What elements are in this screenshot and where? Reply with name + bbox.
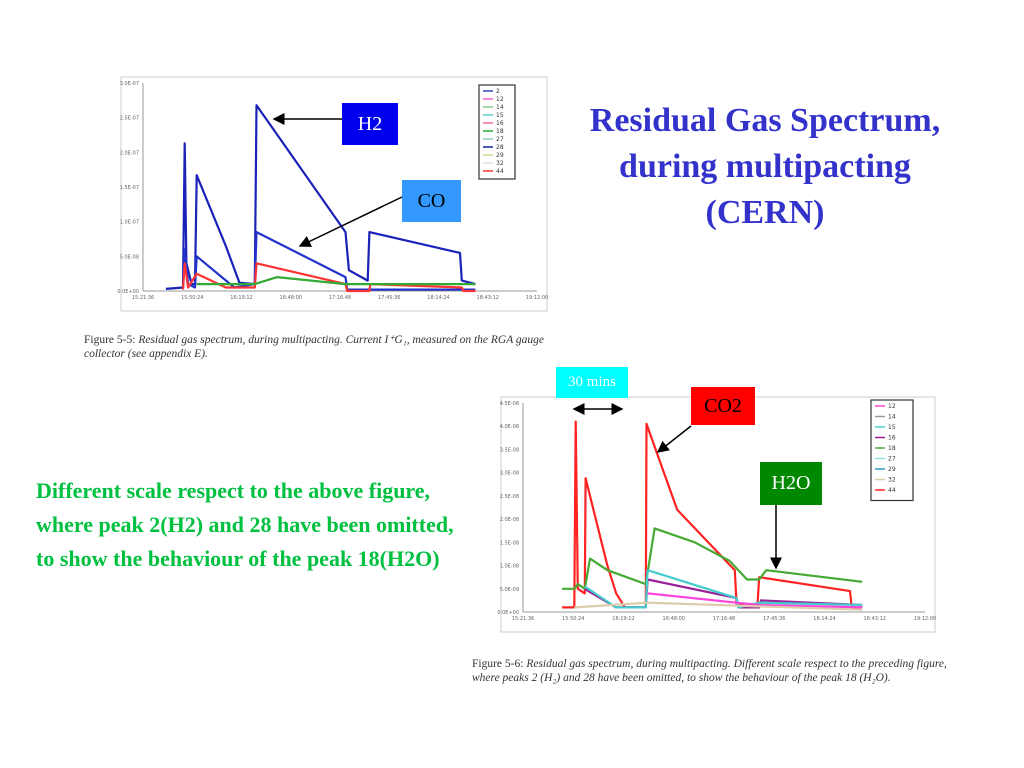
legend-label: 15	[496, 112, 504, 119]
h2o-annotation: H2O	[760, 462, 822, 505]
figure-5-5-caption: Figure 5-5: Residual gas spectrum, durin…	[84, 333, 574, 361]
x-tick-label: 19:12:00	[914, 616, 936, 622]
co2-annotation: CO2	[691, 387, 755, 425]
x-tick-label: 18:14:24	[427, 295, 449, 301]
y-tick-label: 1.0E-08	[500, 564, 519, 570]
chart-frame	[500, 396, 936, 633]
y-tick-label: 2.5E-07	[120, 116, 139, 122]
x-tick-label: 18:43:12	[477, 295, 499, 301]
legend-label: 44	[496, 168, 504, 175]
h2-annotation: H2	[342, 103, 398, 145]
x-tick-label: 15:50:24	[181, 295, 203, 301]
series-line-18	[196, 276, 476, 286]
x-tick-label: 16:48:00	[663, 616, 685, 622]
y-tick-label: 1.0E-07	[120, 220, 139, 226]
series-line-12	[647, 592, 863, 609]
caption-label: Figure 5-5:	[84, 334, 136, 346]
x-tick-label: 18:14:24	[813, 616, 835, 622]
series-line-44	[181, 262, 476, 293]
caption-text: Residual gas spectrum, during multipacti…	[84, 334, 545, 360]
caption-label: Figure 5-6:	[472, 658, 524, 670]
figure-5-6-caption: Figure 5-6: Residual gas spectrum, durin…	[472, 657, 962, 685]
y-tick-label: 2.0E-08	[500, 517, 519, 523]
legend-label: 28	[496, 144, 504, 151]
series-line-44	[562, 420, 863, 609]
y-tick-label: 1.5E-07	[120, 185, 139, 191]
legend-label: 14	[888, 414, 896, 421]
y-tick-label: 2.0E-07	[120, 150, 139, 156]
y-tick-label: 0.0E+00	[497, 610, 519, 616]
series-line-18	[562, 527, 863, 590]
y-tick-label: 3.0E-08	[500, 471, 519, 477]
legend-label: 16	[496, 120, 504, 127]
y-tick-label: 4.0E-08	[500, 424, 519, 430]
thirty-mins-annotation: 30 mins	[556, 367, 628, 398]
x-tick-label: 18:43:12	[864, 616, 886, 622]
y-tick-label: 4.5E-08	[500, 401, 519, 407]
title-line: (CERN)	[705, 194, 825, 231]
x-tick-label: 17:45:36	[763, 616, 785, 622]
x-tick-label: 15:21:36	[512, 616, 534, 622]
legend-label: 12	[496, 96, 504, 103]
x-tick-label: 19:12:00	[526, 295, 548, 301]
x-tick-label: 17:45:36	[378, 295, 400, 301]
y-tick-label: 1.5E-08	[500, 540, 519, 546]
legend-label: 14	[496, 104, 504, 111]
x-tick-label: 16:19:12	[612, 616, 634, 622]
y-tick-label: 5.0E-08	[120, 254, 139, 260]
legend-label: 27	[496, 136, 504, 143]
title-line: during multipacting	[619, 148, 911, 185]
y-tick-label: 3.0E-07	[120, 81, 139, 87]
caption-text: Residual gas spectrum, during multipacti…	[472, 658, 947, 684]
x-tick-label: 15:50:24	[562, 616, 584, 622]
legend-label: 18	[888, 445, 896, 452]
y-tick-label: 5.0E-09	[500, 587, 519, 593]
y-tick-label: 0.0E+00	[117, 289, 139, 295]
legend-label: 44	[888, 487, 896, 494]
legend-label: 32	[496, 160, 504, 167]
series-line-15	[584, 569, 863, 609]
legend-label: 12	[888, 403, 896, 410]
y-tick-label: 2.5E-08	[500, 494, 519, 500]
legend-label: 15	[888, 424, 896, 431]
legend-label: 27	[888, 456, 896, 463]
x-tick-label: 16:48:00	[280, 295, 302, 301]
x-tick-label: 16:19:12	[230, 295, 252, 301]
x-tick-label: 15:21:36	[132, 295, 154, 301]
chart-frame	[120, 76, 548, 312]
legend-label: 29	[888, 466, 896, 473]
x-tick-label: 17:16:48	[713, 616, 735, 622]
legend-label: 32	[888, 477, 896, 484]
x-tick-label: 17:16:48	[329, 295, 351, 301]
co-annotation: CO	[402, 180, 461, 222]
legend-label: 16	[888, 435, 896, 442]
y-tick-label: 3.5E-08	[500, 447, 519, 453]
series-line-32	[574, 601, 863, 611]
legend-label: 29	[496, 152, 504, 159]
slide-title: Residual Gas Spectrum, during multipacti…	[540, 98, 990, 236]
legend-label: 18	[496, 128, 504, 135]
legend-label: 2	[496, 88, 500, 95]
explanation-text: Different scale respect to the above fig…	[36, 478, 454, 571]
title-line: Residual Gas Spectrum,	[589, 102, 941, 139]
